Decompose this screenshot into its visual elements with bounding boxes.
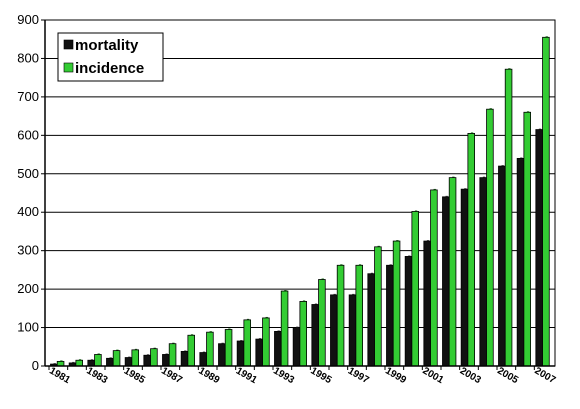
x-tick-label: 1987 xyxy=(159,366,184,387)
bar-mortality-2006 xyxy=(516,157,525,367)
y-tick-label: 700 xyxy=(17,89,39,104)
x-tick-label: 2003 xyxy=(458,366,483,387)
y-tick-label: 400 xyxy=(17,204,39,219)
bar-mortality-1991 xyxy=(236,340,245,367)
bar-mortality-1998 xyxy=(367,273,375,367)
x-tick-label: 1989 xyxy=(197,366,222,387)
bar-mortality-1986 xyxy=(143,354,151,367)
bar-incidence-1998 xyxy=(374,246,382,367)
bar-incidence-1988 xyxy=(187,334,196,367)
bar-incidence-1993 xyxy=(280,290,289,367)
x-tick-label: 1991 xyxy=(234,366,259,387)
bar-incidence-1986 xyxy=(150,348,158,367)
bar-incidence-2000 xyxy=(411,211,420,367)
bar-incidence-1999 xyxy=(392,240,401,367)
y-tick-label: 500 xyxy=(17,166,39,181)
bar-incidence-1987 xyxy=(168,343,177,367)
bar-mortality-1994 xyxy=(292,327,301,367)
bar-incidence-1995 xyxy=(318,279,326,367)
legend-swatch-mortality xyxy=(63,39,74,50)
bar-mortality-1984 xyxy=(106,357,114,367)
bar-mortality-1988 xyxy=(180,350,189,367)
bar-incidence-2003 xyxy=(467,133,476,367)
bar-mortality-2002 xyxy=(442,196,450,367)
bar-mortality-1995 xyxy=(311,304,319,367)
bar-mortality-2004 xyxy=(479,177,487,367)
bar-mortality-1993 xyxy=(274,330,282,367)
bar-incidence-1997 xyxy=(355,264,364,367)
bar-mortality-1987 xyxy=(162,354,170,367)
y-tick-label: 600 xyxy=(17,127,39,142)
legend-swatch-incidence xyxy=(63,62,74,73)
bar-incidence-2006 xyxy=(523,111,532,367)
y-tick-label: 900 xyxy=(17,12,39,27)
x-tick-label: 1993 xyxy=(271,366,296,387)
y-tick-label: 200 xyxy=(17,281,39,296)
bar-mortality-1990 xyxy=(218,343,226,367)
bar-incidence-2002 xyxy=(448,177,457,367)
bar-incidence-1994 xyxy=(299,301,308,367)
bar-mortality-1989 xyxy=(199,352,207,367)
bar-mortality-1985 xyxy=(124,357,133,367)
bar-mortality-1997 xyxy=(348,294,357,367)
y-tick-label: 100 xyxy=(17,320,39,335)
legend-box xyxy=(57,32,164,82)
legend: mortality incidence xyxy=(57,32,164,82)
x-tick-label: 1999 xyxy=(383,366,408,387)
bar-incidence-1992 xyxy=(262,317,270,367)
x-tick-label: 1983 xyxy=(85,366,110,387)
bar-mortality-2000 xyxy=(404,256,413,367)
bar-mortality-2001 xyxy=(423,240,431,367)
bar-mortality-2003 xyxy=(460,188,469,367)
legend-label-mortality: mortality xyxy=(75,37,139,54)
bar-incidence-1991 xyxy=(243,319,252,367)
bar-incidence-1985 xyxy=(131,349,140,367)
bar-incidence-1984 xyxy=(112,350,121,367)
bar-incidence-2001 xyxy=(430,189,438,367)
x-tick-label: 2001 xyxy=(421,366,446,387)
y-tick-label: 0 xyxy=(32,358,39,373)
x-tick-label: 1997 xyxy=(346,366,371,387)
bar-incidence-1996 xyxy=(336,264,345,367)
bar-incidence-1990 xyxy=(224,329,233,367)
bar-incidence-1982 xyxy=(75,359,83,367)
bar-incidence-1983 xyxy=(94,354,102,367)
legend-label-incidence: incidence xyxy=(75,60,144,77)
bar-mortality-1992 xyxy=(255,338,263,367)
bar-mortality-2005 xyxy=(498,165,506,367)
y-tick-label: 800 xyxy=(17,50,39,65)
bar-incidence-1989 xyxy=(206,331,214,367)
bar-mortality-1996 xyxy=(330,294,338,367)
x-tick-label: 1981 xyxy=(47,366,72,387)
bar-shadow xyxy=(53,363,56,364)
bar-incidence-2007 xyxy=(542,36,550,367)
x-tick-label: 2007 xyxy=(533,366,558,387)
axes xyxy=(41,19,555,370)
bar-incidence-2004 xyxy=(486,108,494,367)
bar-mortality-2007 xyxy=(535,129,543,367)
bar-incidence-2005 xyxy=(504,68,513,367)
bar-mortality-1999 xyxy=(386,264,394,367)
x-tick-label: 1995 xyxy=(309,366,334,387)
x-tick-label: 1985 xyxy=(122,366,147,387)
y-tick-label: 300 xyxy=(17,243,39,258)
x-tick-label: 2005 xyxy=(495,366,520,387)
